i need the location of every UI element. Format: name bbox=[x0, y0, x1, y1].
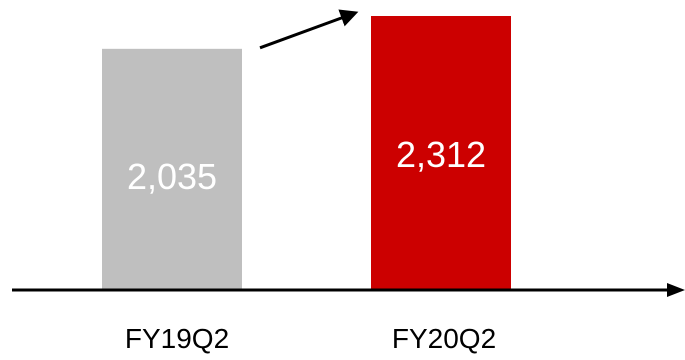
bar-fy20q2 bbox=[371, 16, 511, 290]
x-tick-label-fy20q2: FY20Q2 bbox=[392, 323, 496, 354]
bar-fy19q2 bbox=[102, 48, 242, 291]
increase-arrow bbox=[259, 9, 359, 50]
x-tick-label-fy19q2: FY19Q2 bbox=[125, 323, 229, 354]
data-label-fy20q2: 2,312 bbox=[396, 134, 486, 175]
x-axis-arrowhead bbox=[667, 283, 685, 297]
bars bbox=[102, 16, 511, 291]
data-labels: 2,035 2,312 bbox=[127, 134, 486, 197]
data-label-fy19q2: 2,035 bbox=[127, 156, 217, 197]
x-axis-tick-labels: FY19Q2 FY20Q2 bbox=[125, 323, 496, 354]
